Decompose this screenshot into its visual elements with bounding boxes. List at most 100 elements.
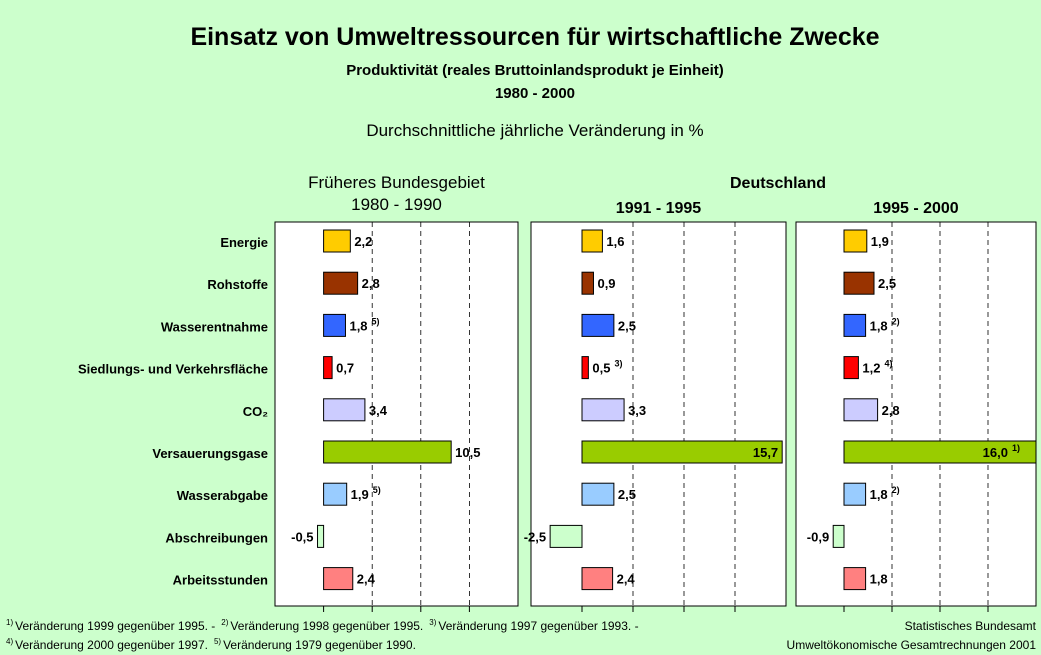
bar (581, 313, 615, 337)
value-label: 2,8 (882, 403, 900, 418)
value-label: 2,2 (354, 234, 372, 249)
value-label: 2,4 (617, 572, 636, 587)
value-label-group: 2,4 (617, 572, 636, 587)
value-label-group: -2,5 (524, 529, 546, 544)
bar (581, 271, 594, 295)
bar (581, 440, 783, 464)
footnote-text: Veränderung 1997 gegenüber 1993. - (438, 619, 638, 633)
value-label: 0,9 (597, 276, 615, 291)
value-label-group: 2,5 (618, 318, 636, 333)
bar (843, 440, 1037, 464)
category-label: Arbeitsstunden (173, 573, 268, 588)
value-note: 2) (892, 485, 900, 495)
value-label-group: 1,2 4) (862, 359, 892, 376)
value-note: 1) (1012, 443, 1020, 453)
value-label: 1,9 (351, 487, 369, 502)
value-label-group: 15,7 (753, 445, 778, 460)
footnote-text: Veränderung 2000 gegenüber 1997. (15, 638, 208, 652)
value-label: 1,8 (870, 572, 888, 587)
value-label: 1,8 (349, 318, 367, 333)
bar (323, 398, 366, 422)
category-label: Siedlungs- und Verkehrsfläche (78, 362, 268, 377)
category-label: CO₂ (243, 404, 269, 419)
bar (323, 440, 452, 464)
value-note: 3) (614, 359, 622, 369)
bar (549, 524, 583, 548)
value-label: 2,8 (362, 276, 380, 291)
value-label: 2,4 (357, 572, 376, 587)
value-label: 1,8 (870, 318, 888, 333)
value-label-group: 1,6 (606, 234, 624, 249)
value-label-group: -0,5 (291, 529, 313, 544)
value-label-group: 0,9 (597, 276, 615, 291)
category-label: Wasserabgabe (177, 488, 268, 503)
value-label: 1,8 (870, 487, 888, 502)
value-label-group: 1,8 5) (349, 316, 379, 333)
footnote-line: 4) Veränderung 2000 gegenüber 1997. 5) Verä… (6, 637, 416, 652)
footnote-text: Veränderung 1979 gegenüber 1990. (223, 638, 416, 652)
bar (581, 398, 625, 422)
footnote-mark: 5) (214, 637, 221, 646)
value-note: 2) (892, 316, 900, 326)
bar (843, 567, 867, 591)
bar (323, 567, 354, 591)
footnote-mark: 2) (221, 618, 228, 627)
bar (317, 524, 325, 548)
category-label: Abschreibungen (165, 530, 268, 545)
unit-note: Durchschnittliche jährliche Veränderung … (366, 121, 703, 140)
value-label-group: 3,4 (369, 403, 388, 418)
subtitle: Produktivität (reales Bruttoinlandsprodu… (346, 62, 724, 79)
panel-title: Früheres Bundesgebiet (308, 173, 485, 192)
panel-title: 1980 - 1990 (351, 195, 442, 214)
footnote-line: 1) Veränderung 1999 gegenüber 1995. -2) Ve… (6, 618, 639, 633)
value-label-group: 1,8 2) (870, 316, 900, 333)
bar (581, 356, 589, 380)
value-label-group: 1,9 5) (351, 485, 381, 502)
panel-title: 1991 - 1995 (616, 200, 702, 217)
value-label: 2,5 (878, 276, 896, 291)
value-label: 2,5 (618, 487, 636, 502)
value-label: 1,6 (606, 234, 624, 249)
panel-title: 1995 - 2000 (873, 200, 959, 217)
group-title: Deutschland (730, 175, 826, 192)
value-note: 4) (884, 359, 892, 369)
source: Umweltökonomische Gesamtrechnungen 2001 (787, 638, 1037, 652)
bar (323, 482, 348, 506)
value-label-group: 2,5 (618, 487, 636, 502)
bar (843, 313, 867, 337)
value-label-group: 1,9 (871, 234, 889, 249)
value-label: 15,7 (753, 445, 778, 460)
value-label: 0,7 (336, 361, 354, 376)
bar (843, 229, 868, 253)
value-label: 3,4 (369, 403, 388, 418)
bar (832, 524, 845, 548)
bar (843, 271, 875, 295)
value-label-group: 16,0 1) (983, 443, 1020, 460)
value-label: -0,9 (807, 529, 829, 544)
bar (323, 229, 351, 253)
source: Statistisches Bundesamt (905, 619, 1037, 633)
bar (581, 567, 614, 591)
value-label-group: 2,2 (354, 234, 372, 249)
panel (795, 221, 1037, 607)
value-label: 0,5 (592, 361, 610, 376)
bar (323, 271, 359, 295)
value-label: 1,9 (871, 234, 889, 249)
category-label: Wasserentnahme (161, 319, 268, 334)
value-label-group: 3,3 (628, 403, 646, 418)
period: 1980 - 2000 (495, 85, 575, 102)
value-label-group: 1,8 2) (870, 485, 900, 502)
value-label: 1,2 (862, 361, 880, 376)
footnote-text: Veränderung 1999 gegenüber 1995. - (15, 619, 215, 633)
bar (581, 482, 615, 506)
panel (274, 221, 519, 607)
value-label-group: 10,5 (455, 445, 480, 460)
bar (323, 313, 346, 337)
bar (843, 482, 867, 506)
bar (581, 229, 603, 253)
bar (323, 356, 333, 380)
value-label-group: 0,5 3) (592, 359, 622, 376)
value-label: 16,0 (983, 445, 1008, 460)
value-label-group: 2,5 (878, 276, 896, 291)
